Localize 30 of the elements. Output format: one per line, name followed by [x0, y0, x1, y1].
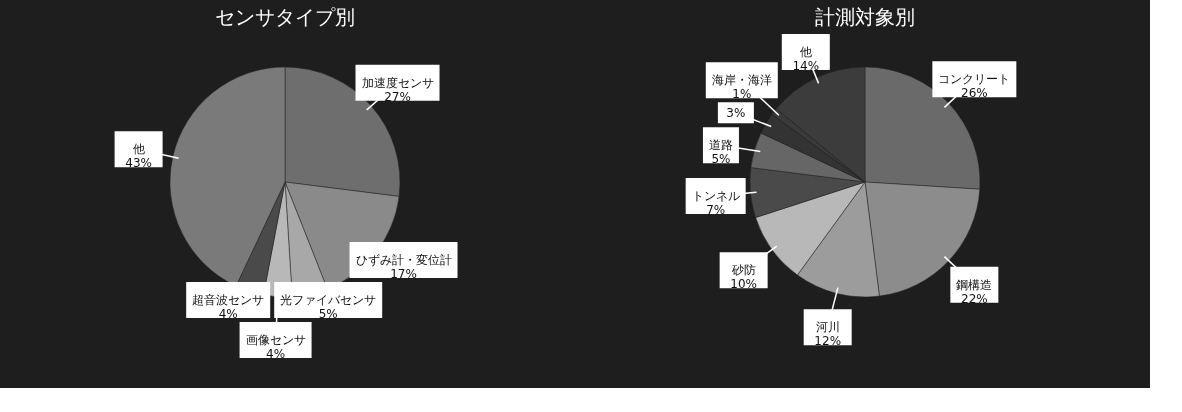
slice-label: ひずみ計・変位計	[355, 253, 452, 267]
data-label: 4%	[266, 347, 286, 361]
slice-label: 他	[799, 45, 812, 59]
slice-label: 鋼構造	[956, 277, 993, 292]
data-label: 7%	[706, 203, 726, 218]
data-label: 12%	[814, 334, 842, 349]
slice-label: 海岸・海洋	[711, 73, 772, 88]
data-label: 1%	[732, 87, 752, 102]
data-label: 4%	[218, 307, 238, 321]
slice-label: 超音波センサ	[192, 293, 265, 307]
data-label: 3%	[726, 105, 746, 120]
data-label: 43%	[125, 156, 152, 171]
data-label: 10%	[730, 277, 757, 292]
data-label: 17%	[390, 267, 417, 281]
slice-label: コンクリート	[938, 72, 1011, 87]
data-label: 26%	[961, 86, 988, 101]
slice-label: 他	[132, 142, 145, 157]
slice-label: 光ファイバセンサ	[280, 293, 377, 307]
slice-label: 河川	[815, 320, 840, 335]
chart-title: 計測対象別	[815, 5, 915, 29]
slice-label: 加速度センサ	[361, 75, 434, 90]
data-label: 27%	[384, 89, 411, 104]
data-label: 5%	[711, 152, 731, 167]
slice-label: 砂防	[730, 263, 756, 278]
data-label: 5%	[318, 307, 338, 321]
data-label: 14%	[792, 59, 820, 73]
slice-label: 画像センサ	[245, 333, 306, 347]
slice-label: 道路	[708, 138, 733, 153]
data-label: 22%	[961, 291, 988, 306]
chart-title: センサタイプ別	[215, 5, 355, 29]
